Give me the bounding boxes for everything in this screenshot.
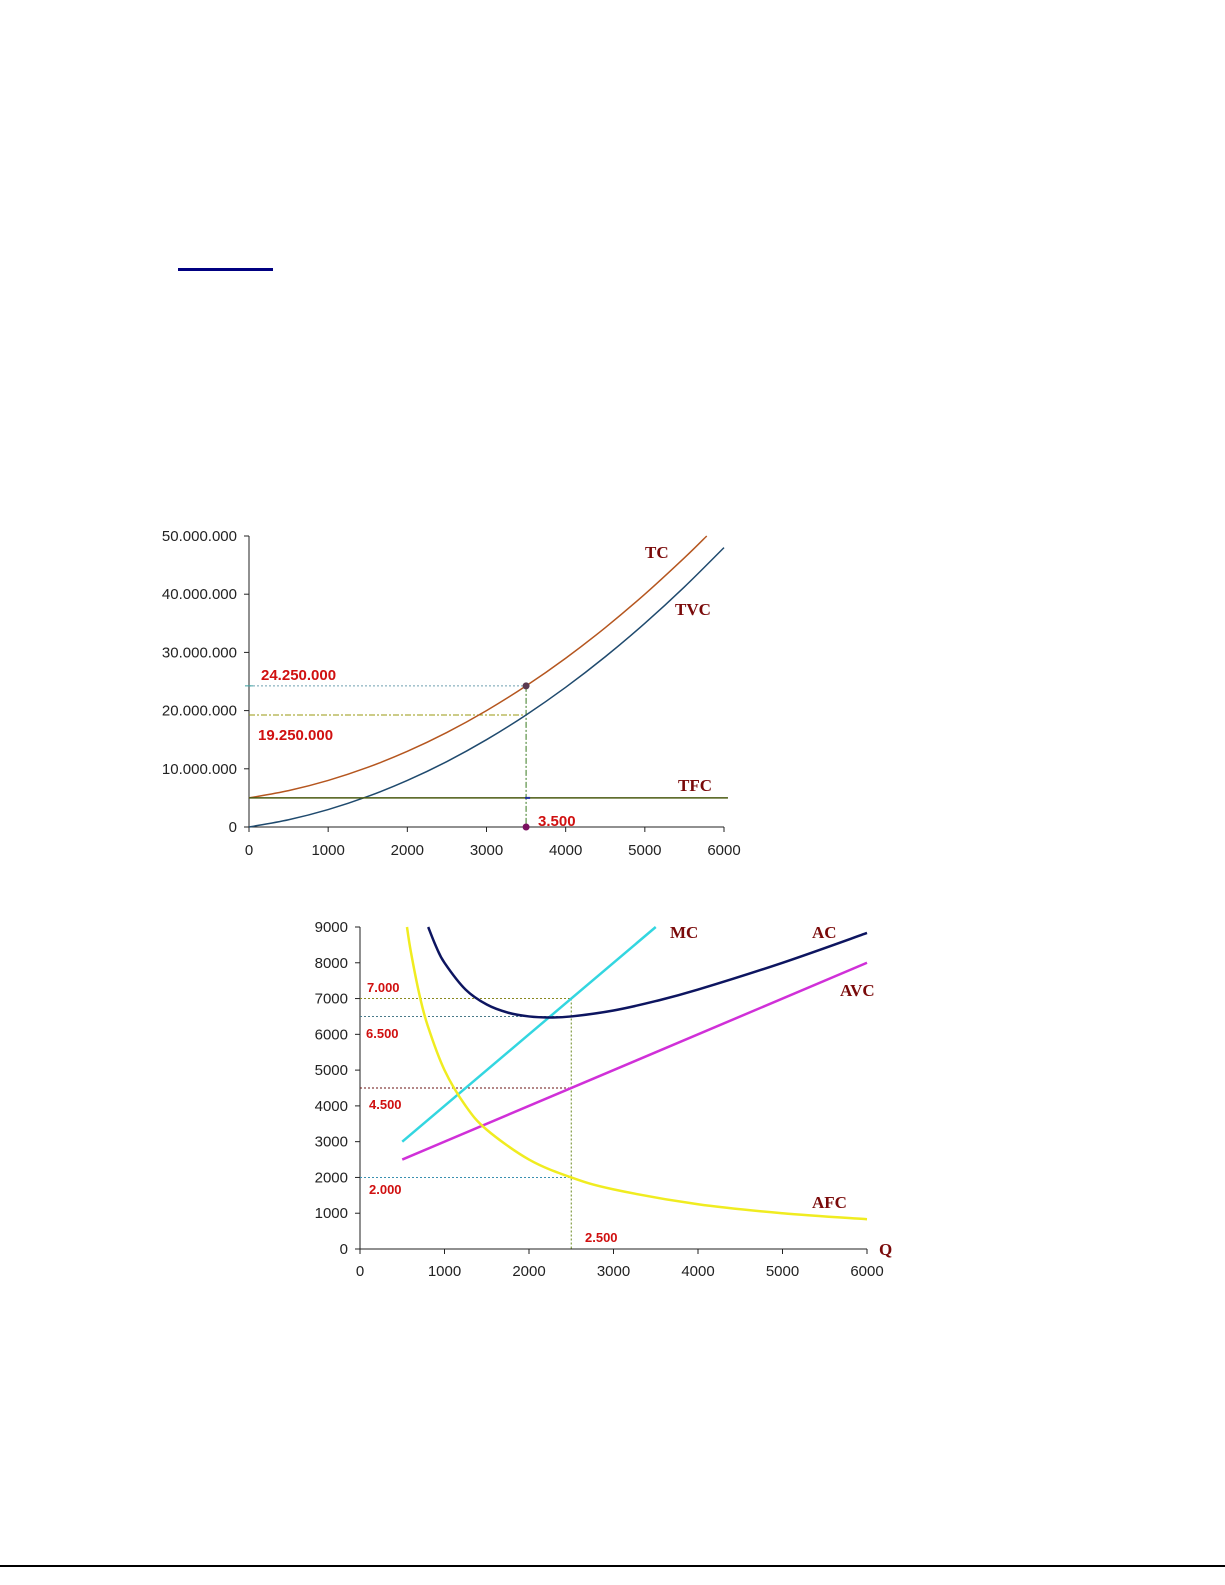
series-line-tvc (248, 547, 725, 828)
x-tick-label: 5000 (766, 1263, 799, 1280)
y-tick-label: 20.000.000 (162, 703, 237, 720)
y-tick-label: 8000 (315, 955, 348, 972)
series-label-tfc: TFC (678, 776, 712, 795)
x-tick-label: 2000 (512, 1263, 545, 1280)
x-tick-label: 6000 (850, 1263, 883, 1280)
x-tick-label: 3000 (470, 842, 503, 859)
x-tick-label: 3000 (597, 1263, 630, 1280)
y-tick-label: 30.000.000 (162, 644, 237, 661)
y-tick-label: 1000 (315, 1205, 348, 1222)
q-value-label: 2.500 (585, 1230, 618, 1245)
x-axis-title: Q (879, 1240, 892, 1259)
series-line-mc (401, 926, 657, 1143)
series-line-avc (401, 961, 868, 1161)
mc-value-label: 7.000 (367, 980, 400, 995)
tvc-value-label: 19.250.000 (258, 727, 333, 744)
x-tick-label: 4000 (549, 842, 582, 859)
y-tick-label: 40.000.000 (162, 586, 237, 603)
series-label-mc: MC (670, 923, 698, 942)
y-tick-label: 2000 (315, 1169, 348, 1186)
tc-point-marker (522, 682, 530, 690)
y-tick-label: 4000 (315, 1098, 348, 1115)
y-tick-label: 10.000.000 (162, 761, 237, 778)
y-tick-label: 6000 (315, 1026, 348, 1043)
tc-value-label: 24.250.000 (261, 667, 336, 684)
y-tick-label: 7000 (315, 991, 348, 1008)
x-tick-label: 4000 (681, 1263, 714, 1280)
avc-value-label: 4.500 (369, 1097, 402, 1112)
y-tick-label: 9000 (315, 919, 348, 936)
hyperlink-underline[interactable] (178, 268, 273, 271)
y-tick-label: 3000 (315, 1134, 348, 1151)
x-tick-label: 1000 (311, 842, 344, 859)
series-label-ac: AC (812, 923, 837, 942)
x-tick-label: 0 (245, 842, 253, 859)
y-tick-label: 0 (340, 1241, 348, 1258)
series-line-tc (248, 535, 708, 799)
y-tick-label: 5000 (315, 1062, 348, 1079)
series-label-afc: AFC (812, 1193, 847, 1212)
q-value-label: 3.500 (538, 813, 576, 830)
series-label-avc: AVC (840, 981, 875, 1000)
x-tick-label: 6000 (707, 842, 740, 859)
x-tick-label: 0 (356, 1263, 364, 1280)
afc-value-label: 2.000 (369, 1182, 402, 1197)
page-bottom-rule (0, 1565, 1225, 1567)
y-tick-label: 50.000.000 (162, 528, 237, 545)
q-point-marker (522, 823, 530, 831)
series-line-afc (405, 926, 868, 1221)
series-line-ac (427, 926, 868, 1019)
series-label-tc: TC (645, 543, 669, 562)
x-tick-label: 2000 (391, 842, 424, 859)
x-tick-label: 1000 (428, 1263, 461, 1280)
series-label-tvc: TVC (675, 600, 711, 619)
ac-value-label: 6.500 (366, 1026, 399, 1041)
y-tick-label: 0 (229, 819, 237, 836)
x-tick-label: 5000 (628, 842, 661, 859)
